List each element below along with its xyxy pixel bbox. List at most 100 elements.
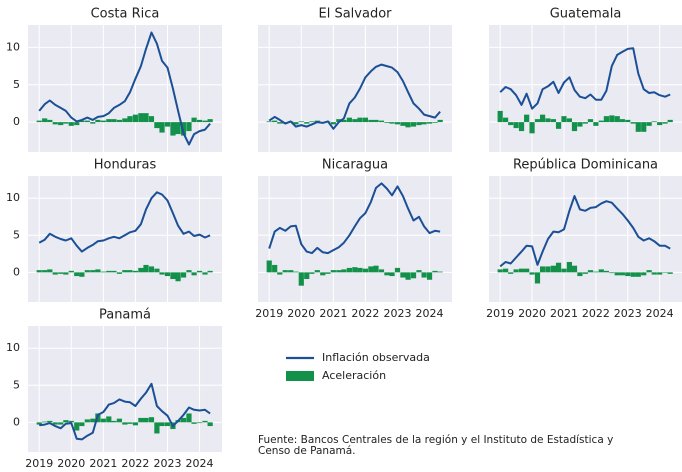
acceleration-bar xyxy=(202,420,208,423)
acceleration-bar xyxy=(106,416,112,423)
acceleration-bar xyxy=(122,118,128,123)
acceleration-bar xyxy=(68,420,74,423)
acceleration-bar xyxy=(373,265,379,273)
x-tick-label: 2021 xyxy=(319,307,347,320)
acceleration-bar xyxy=(47,269,53,273)
acceleration-bar xyxy=(175,272,181,282)
acceleration-bar xyxy=(325,272,331,274)
acceleration-bar xyxy=(74,122,80,126)
x-tick-label: 2024 xyxy=(646,307,674,320)
acceleration-bar xyxy=(524,114,530,123)
acceleration-bar xyxy=(90,122,96,124)
acceleration-bar xyxy=(138,267,144,273)
acceleration-bar xyxy=(116,272,122,274)
acceleration-bar xyxy=(635,122,641,132)
panel-title: Costa Rica xyxy=(91,7,160,22)
acceleration-bar xyxy=(68,122,74,126)
x-tick-label: 2022 xyxy=(582,307,610,320)
acceleration-bar xyxy=(122,422,128,425)
inflation-line xyxy=(38,191,211,253)
acceleration-bar xyxy=(143,264,149,273)
acceleration-bar xyxy=(266,260,272,273)
legend-patch xyxy=(286,371,314,381)
acceleration-bar xyxy=(432,122,438,123)
acceleration-bar xyxy=(384,122,390,123)
acceleration-bar xyxy=(304,122,310,124)
acceleration-bar xyxy=(100,271,106,273)
acceleration-bar xyxy=(566,261,572,273)
y-tick-label: 5 xyxy=(13,228,20,241)
acceleration-bar xyxy=(282,270,288,273)
acceleration-bar xyxy=(346,117,352,123)
acceleration-bar xyxy=(175,122,181,135)
x-tick-label: 2020 xyxy=(287,307,315,320)
legend-label: Aceleración xyxy=(322,369,386,382)
acceleration-bar xyxy=(314,270,320,273)
acceleration-bar xyxy=(646,270,652,273)
acceleration-bar xyxy=(362,268,369,273)
plot-area xyxy=(28,176,222,302)
acceleration-bar xyxy=(36,270,42,273)
x-tick-label: 2023 xyxy=(383,307,411,320)
acceleration-bar xyxy=(571,122,578,132)
acceleration-bar xyxy=(143,417,149,423)
acceleration-bar xyxy=(437,271,443,273)
plot-area xyxy=(489,25,682,152)
acceleration-bar xyxy=(357,117,363,123)
x-tick-label: 2021 xyxy=(550,307,578,320)
acceleration-bar xyxy=(341,269,347,273)
acceleration-bar xyxy=(513,269,519,273)
acceleration-bar xyxy=(207,422,213,427)
y-tick-label: 10 xyxy=(6,341,20,354)
acceleration-bar xyxy=(400,122,406,126)
acceleration-bar xyxy=(111,270,117,273)
acceleration-bar xyxy=(421,272,427,278)
acceleration-bar xyxy=(587,119,594,123)
acceleration-bar xyxy=(180,417,187,423)
acceleration-bar xyxy=(508,122,514,126)
acceleration-bar xyxy=(545,118,551,123)
acceleration-bar xyxy=(164,422,171,427)
acceleration-bar xyxy=(667,119,673,123)
x-tick-label: 2024 xyxy=(416,307,444,320)
acceleration-bar xyxy=(52,422,58,425)
acceleration-bar xyxy=(405,122,411,128)
acceleration-bar xyxy=(148,266,155,273)
acceleration-bar xyxy=(336,119,342,123)
acceleration-bar xyxy=(186,413,192,423)
acceleration-bar xyxy=(394,122,401,125)
acceleration-bar xyxy=(416,122,422,126)
acceleration-bar xyxy=(362,117,369,123)
x-tick-label: 2019 xyxy=(255,307,283,320)
acceleration-bar xyxy=(277,272,283,275)
panel-title: Nicaragua xyxy=(322,158,388,173)
acceleration-bar xyxy=(614,116,620,123)
acceleration-bar xyxy=(288,270,294,273)
acceleration-bar xyxy=(410,272,417,279)
inflation-line xyxy=(499,47,671,110)
x-tick-label: 2023 xyxy=(614,307,642,320)
acceleration-bar xyxy=(603,116,609,123)
acceleration-bar xyxy=(186,122,192,132)
acceleration-bar xyxy=(529,272,535,275)
acceleration-bar xyxy=(539,266,546,273)
acceleration-bar xyxy=(111,420,117,423)
acceleration-bar xyxy=(657,272,663,275)
acceleration-bar xyxy=(662,272,668,273)
acceleration-bar xyxy=(555,122,562,129)
x-tick-label: 2020 xyxy=(57,457,85,470)
plot-area xyxy=(28,25,222,152)
y-tick-label: 5 xyxy=(13,378,20,391)
acceleration-bar xyxy=(534,119,541,123)
acceleration-bar xyxy=(539,114,546,123)
acceleration-bar xyxy=(293,122,299,125)
acceleration-bar xyxy=(42,421,48,423)
acceleration-bar xyxy=(657,122,663,126)
acceleration-bar xyxy=(641,122,647,132)
acceleration-bar xyxy=(619,119,625,123)
acceleration-bar xyxy=(651,272,657,275)
acceleration-bar xyxy=(646,122,652,126)
acceleration-bar xyxy=(154,268,160,273)
